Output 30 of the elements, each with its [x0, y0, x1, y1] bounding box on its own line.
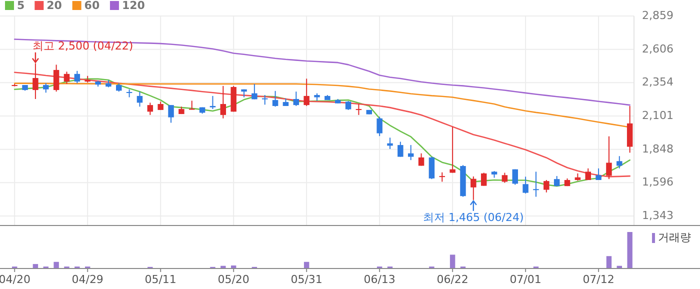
x-tick-label: 05/11 — [144, 273, 176, 286]
y-tick-label: 2,101 — [642, 109, 674, 122]
y-tick-label: 1,343 — [642, 209, 674, 222]
x-tick-label: 07/12 — [582, 273, 614, 286]
y-tick-label: 2,606 — [642, 42, 674, 56]
annotation: 최고 2,500 (04/22) — [32, 39, 134, 52]
y-tick-label: 2,354 — [642, 76, 674, 89]
x-tick-label: 06/22 — [436, 273, 468, 286]
bar — [230, 265, 236, 268]
bar — [627, 232, 632, 268]
x-tick-label: 06/13 — [364, 273, 396, 286]
legend-label: 60 — [84, 0, 100, 12]
bar — [32, 264, 38, 268]
bar — [606, 256, 612, 268]
y-tick-label: 1,848 — [642, 142, 674, 156]
x-tick-label: 05/31 — [290, 273, 322, 286]
bar — [450, 254, 456, 268]
x-tick-label: 04/29 — [72, 273, 104, 286]
legend-label: 5 — [17, 0, 25, 12]
annotation: 최저 1,465 (06/24) — [423, 210, 524, 224]
x-tick-label: 05/20 — [218, 273, 250, 286]
y-tick-label: 2,859 — [642, 9, 674, 22]
bar — [304, 262, 310, 268]
legend-label: 20 — [46, 0, 62, 12]
legend-label: 거래량 — [658, 231, 691, 244]
bar — [54, 262, 59, 268]
x-tick-label: 07/01 — [510, 273, 542, 286]
legend: 거래량 — [652, 231, 691, 244]
y-tick-label: 1,596 — [642, 176, 674, 189]
legend-label: 120 — [122, 0, 146, 12]
